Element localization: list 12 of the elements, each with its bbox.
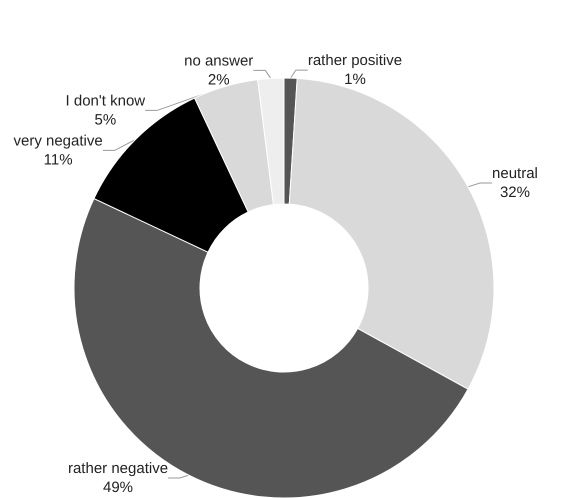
slice-label: rather negative xyxy=(68,460,168,477)
slice-label: no answer xyxy=(184,52,254,70)
slice-label: neutral xyxy=(492,164,538,182)
data-label: 1% xyxy=(344,71,366,88)
data-label: 49% xyxy=(102,479,134,496)
slice-label: I don't know xyxy=(66,92,146,110)
slice-label: rather positive xyxy=(308,52,402,70)
slice-label: very negative xyxy=(13,132,103,150)
data-label: 11% xyxy=(44,151,73,168)
data-label: 5% xyxy=(94,111,116,128)
data-label: 32% xyxy=(500,184,530,201)
data-label: 2% xyxy=(208,71,230,88)
